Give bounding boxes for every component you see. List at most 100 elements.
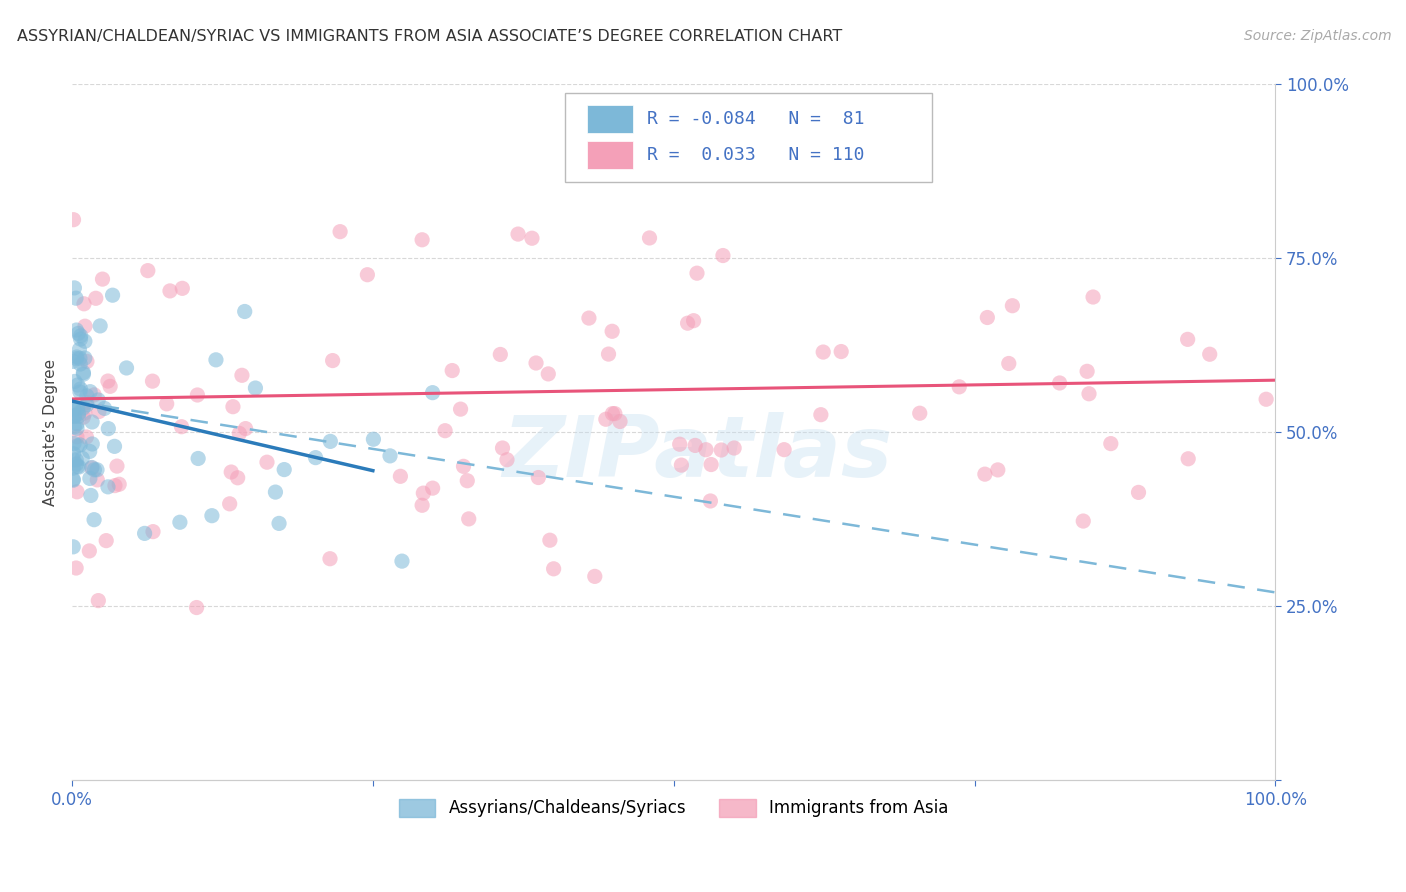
Point bbox=[434, 424, 457, 438]
Point bbox=[264, 485, 287, 500]
Point bbox=[226, 471, 249, 485]
Point bbox=[79, 471, 101, 485]
Point bbox=[773, 442, 796, 457]
Point bbox=[82, 437, 104, 451]
Point bbox=[363, 432, 385, 446]
Point bbox=[723, 441, 745, 455]
Bar bbox=[588, 141, 633, 169]
Point bbox=[101, 288, 124, 302]
Point bbox=[699, 494, 721, 508]
Point bbox=[231, 368, 253, 383]
Point bbox=[159, 284, 181, 298]
Point bbox=[67, 326, 90, 341]
Point bbox=[711, 248, 734, 262]
Point bbox=[66, 421, 89, 435]
Point bbox=[304, 450, 326, 465]
Point bbox=[87, 392, 110, 407]
Point bbox=[583, 569, 606, 583]
Point bbox=[66, 417, 89, 431]
Point bbox=[105, 459, 128, 474]
Point bbox=[96, 533, 118, 548]
Point bbox=[987, 463, 1010, 477]
Point bbox=[62, 540, 84, 554]
Point bbox=[76, 395, 98, 409]
Point bbox=[134, 526, 156, 541]
Point bbox=[66, 484, 89, 499]
Text: Source: ZipAtlas.com: Source: ZipAtlas.com bbox=[1244, 29, 1392, 43]
Point bbox=[412, 486, 434, 500]
Point bbox=[62, 472, 84, 486]
Point bbox=[72, 410, 94, 425]
Point bbox=[1071, 514, 1094, 528]
Point bbox=[908, 406, 931, 420]
Point bbox=[97, 374, 120, 388]
Point bbox=[695, 442, 717, 457]
Point bbox=[73, 319, 96, 334]
Point bbox=[1177, 451, 1199, 466]
Point bbox=[62, 447, 84, 461]
Point bbox=[83, 388, 105, 402]
Point bbox=[1177, 332, 1199, 346]
Point bbox=[76, 354, 98, 368]
Point bbox=[62, 354, 84, 368]
Point bbox=[267, 516, 290, 531]
Point bbox=[73, 406, 96, 420]
Point bbox=[422, 385, 444, 400]
Point bbox=[973, 467, 995, 482]
Point bbox=[170, 419, 193, 434]
Point bbox=[391, 554, 413, 568]
Point bbox=[66, 401, 89, 416]
Point bbox=[115, 361, 138, 376]
Point bbox=[169, 515, 191, 529]
Point bbox=[63, 281, 86, 295]
Text: R =  0.033   N = 110: R = 0.033 N = 110 bbox=[647, 145, 865, 164]
Point bbox=[70, 451, 93, 466]
Point bbox=[219, 465, 242, 479]
Point bbox=[91, 272, 114, 286]
Point bbox=[256, 455, 278, 469]
Point bbox=[62, 212, 84, 227]
Point bbox=[87, 404, 110, 418]
Point bbox=[686, 266, 709, 280]
Point bbox=[63, 436, 86, 450]
Point bbox=[441, 363, 464, 377]
Point bbox=[186, 388, 208, 402]
Point bbox=[69, 382, 91, 396]
Point bbox=[66, 439, 89, 453]
Point bbox=[69, 357, 91, 371]
Point bbox=[84, 291, 107, 305]
Point bbox=[76, 389, 98, 403]
Point bbox=[63, 409, 86, 424]
Point bbox=[520, 231, 543, 245]
Point bbox=[235, 421, 257, 435]
Point bbox=[810, 408, 832, 422]
Point bbox=[1049, 376, 1071, 390]
Point bbox=[422, 481, 444, 495]
Point bbox=[82, 415, 104, 429]
Point bbox=[638, 231, 661, 245]
Point bbox=[67, 407, 90, 421]
Point bbox=[1256, 392, 1278, 407]
Point bbox=[578, 311, 600, 326]
Point bbox=[1099, 436, 1122, 450]
Point bbox=[98, 379, 121, 393]
Point bbox=[83, 463, 105, 477]
Point bbox=[67, 343, 90, 357]
Point bbox=[66, 378, 89, 392]
Point bbox=[73, 351, 96, 365]
Point bbox=[506, 227, 529, 241]
Point bbox=[186, 600, 208, 615]
Text: ASSYRIAN/CHALDEAN/SYRIAC VS IMMIGRANTS FROM ASIA ASSOCIATE’S DEGREE CORRELATION : ASSYRIAN/CHALDEAN/SYRIAC VS IMMIGRANTS F… bbox=[17, 29, 842, 44]
Point bbox=[600, 324, 623, 338]
Point bbox=[322, 353, 344, 368]
Point bbox=[87, 593, 110, 607]
Point bbox=[453, 459, 475, 474]
Point bbox=[205, 352, 228, 367]
Point bbox=[491, 441, 513, 455]
Point bbox=[69, 351, 91, 366]
Point bbox=[537, 367, 560, 381]
Point bbox=[273, 462, 295, 476]
Point bbox=[69, 384, 91, 399]
Point bbox=[496, 452, 519, 467]
Point bbox=[228, 426, 250, 441]
